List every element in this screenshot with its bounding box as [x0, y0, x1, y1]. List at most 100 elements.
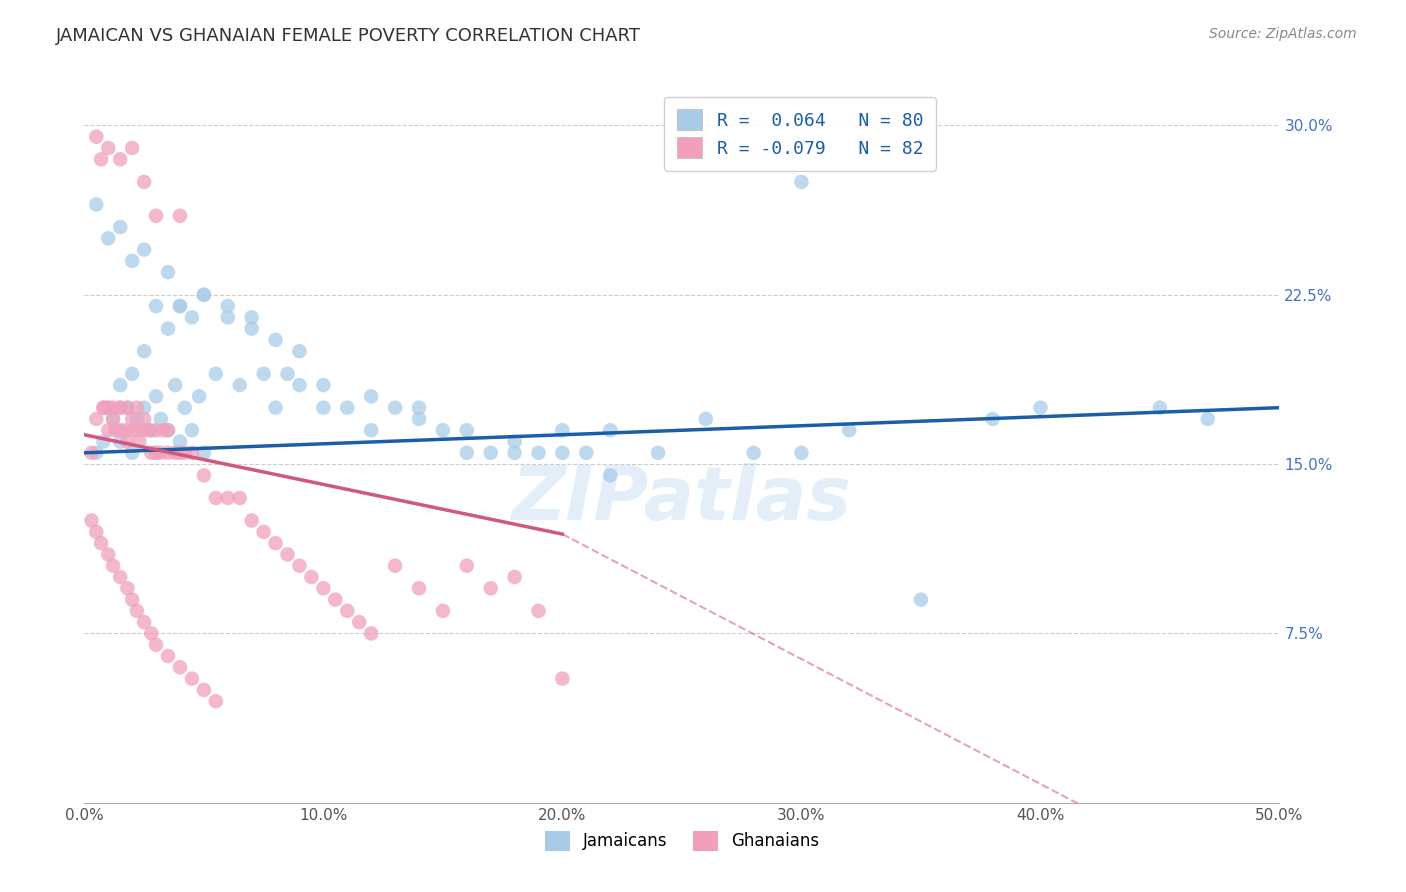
Point	[125, 412, 148, 426]
Point	[217, 299, 239, 313]
Point	[503, 570, 526, 584]
Point	[181, 310, 204, 325]
Point	[80, 446, 103, 460]
Point	[125, 423, 148, 437]
Point	[121, 423, 143, 437]
Point	[117, 434, 139, 449]
Point	[117, 582, 139, 596]
Point	[145, 446, 167, 460]
Point	[110, 401, 132, 415]
Point	[1149, 401, 1171, 415]
Point	[360, 423, 382, 437]
Point	[527, 446, 550, 460]
Point	[312, 582, 335, 596]
Point	[312, 401, 335, 415]
Point	[349, 615, 371, 630]
Point	[910, 592, 932, 607]
Legend: Jamaicans, Ghanaians: Jamaicans, Ghanaians	[537, 822, 827, 860]
Point	[117, 401, 139, 415]
Point	[157, 265, 180, 279]
Point	[229, 378, 252, 392]
Point	[527, 604, 550, 618]
Point	[188, 389, 211, 403]
Point	[132, 344, 156, 359]
Point	[384, 401, 406, 415]
Point	[169, 299, 191, 313]
Point	[169, 299, 191, 313]
Point	[193, 287, 215, 301]
Point	[121, 141, 143, 155]
Point	[165, 446, 187, 460]
Point	[181, 423, 204, 437]
Point	[551, 423, 574, 437]
Point	[551, 446, 574, 460]
Point	[141, 446, 163, 460]
Point	[217, 310, 239, 325]
Point	[145, 299, 167, 313]
Point	[240, 310, 263, 325]
Point	[121, 253, 143, 268]
Point	[456, 558, 478, 573]
Point	[165, 378, 187, 392]
Point	[128, 434, 150, 449]
Point	[456, 446, 478, 460]
Text: Source: ZipAtlas.com: Source: ZipAtlas.com	[1209, 27, 1357, 41]
Point	[336, 604, 359, 618]
Point	[240, 514, 263, 528]
Point	[288, 558, 311, 573]
Point	[97, 231, 120, 245]
Point	[217, 491, 239, 505]
Point	[253, 367, 276, 381]
Point	[97, 401, 120, 415]
Point	[288, 344, 311, 359]
Text: ZIPatlas: ZIPatlas	[512, 463, 852, 536]
Point	[101, 401, 124, 415]
Point	[240, 321, 263, 335]
Point	[97, 548, 120, 562]
Point	[93, 401, 115, 415]
Point	[141, 626, 163, 640]
Point	[193, 446, 215, 460]
Point	[173, 401, 195, 415]
Point	[599, 423, 621, 437]
Point	[152, 423, 174, 437]
Point	[1197, 412, 1219, 426]
Point	[479, 446, 502, 460]
Point	[132, 401, 156, 415]
Point	[205, 694, 228, 708]
Point	[90, 536, 112, 550]
Point	[312, 378, 335, 392]
Point	[1029, 401, 1052, 415]
Point	[408, 582, 430, 596]
Point	[205, 491, 228, 505]
Point	[110, 423, 132, 437]
Point	[264, 401, 287, 415]
Point	[121, 446, 143, 460]
Point	[277, 367, 299, 381]
Point	[80, 514, 103, 528]
Point	[157, 648, 180, 663]
Point	[575, 446, 598, 460]
Point	[157, 423, 180, 437]
Point	[838, 423, 860, 437]
Point	[86, 129, 108, 144]
Point	[97, 423, 120, 437]
Point	[742, 446, 765, 460]
Point	[169, 446, 191, 460]
Point	[110, 401, 132, 415]
Point	[132, 615, 156, 630]
Point	[93, 434, 115, 449]
Point	[110, 378, 132, 392]
Point	[86, 197, 108, 211]
Point	[114, 423, 136, 437]
Point	[157, 446, 180, 460]
Point	[647, 446, 669, 460]
Point	[121, 367, 143, 381]
Point	[110, 570, 132, 584]
Text: JAMAICAN VS GHANAIAN FEMALE POVERTY CORRELATION CHART: JAMAICAN VS GHANAIAN FEMALE POVERTY CORR…	[56, 27, 641, 45]
Point	[695, 412, 717, 426]
Point	[101, 558, 124, 573]
Point	[132, 412, 156, 426]
Point	[671, 129, 693, 144]
Point	[90, 153, 112, 167]
